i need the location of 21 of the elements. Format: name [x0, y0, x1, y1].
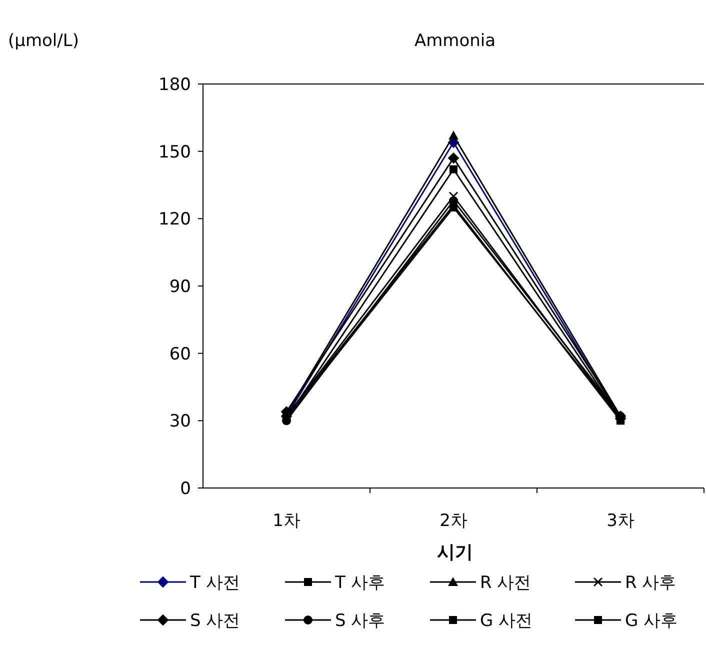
x-tick-label: 3차: [606, 511, 634, 531]
legend-label: R 사전: [480, 572, 532, 593]
y-axis-title: (μmol/L): [8, 31, 79, 51]
legend-label: G 사전: [480, 610, 533, 631]
x-axis-title: 시기: [437, 542, 473, 563]
y-tick-label: 180: [158, 74, 191, 95]
y-tick-label: 60: [169, 344, 191, 364]
legend-label: S 사전: [190, 610, 240, 631]
y-tick-label: 150: [158, 142, 191, 162]
x-tick-label: 2차: [440, 511, 468, 531]
legend-label: S 사후: [335, 610, 386, 631]
chart-title: Ammonia: [414, 31, 496, 51]
legend-label: T 사전: [189, 572, 240, 593]
y-tick-label: 90: [169, 276, 191, 297]
x-tick-label: 1차: [272, 511, 300, 531]
legend-label: R 사후: [625, 572, 676, 593]
y-tick-label: 0: [180, 478, 191, 499]
y-tick-label: 120: [158, 210, 191, 230]
legend-label: T 사후: [334, 572, 385, 593]
y-tick-label: 30: [169, 412, 191, 432]
legend-label: G 사후: [625, 610, 678, 631]
